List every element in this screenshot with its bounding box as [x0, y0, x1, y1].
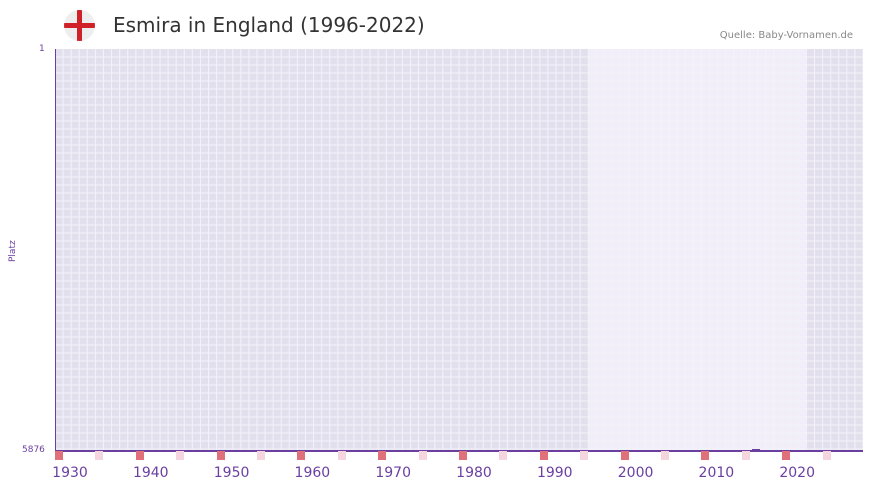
half-decade-marker [741, 451, 750, 460]
decade-marker [216, 451, 225, 460]
x-tick-label: 1940 [132, 465, 169, 481]
half-decade-marker [580, 451, 589, 460]
x-tick-label: 1960 [294, 465, 331, 481]
decade-marker [55, 451, 63, 460]
chart-header: Esmira in England (1996-2022) Quelle: Ba… [0, 0, 873, 48]
x-tick-label: 2020 [779, 465, 815, 481]
half-decade-marker [257, 451, 265, 460]
half-decade-marker [499, 451, 508, 460]
decade-marker [620, 451, 629, 460]
decade-marker [297, 451, 306, 460]
half-decade-marker [95, 451, 104, 460]
decade-marker [378, 451, 387, 460]
plot-area [55, 49, 863, 450]
x-tick-label: 2000 [617, 465, 654, 481]
decade-marker [701, 451, 710, 460]
data-line-segment [751, 449, 760, 451]
x-tick-label: 1950 [213, 465, 250, 481]
source-credit: Quelle: Baby-Vornamen.de [719, 30, 853, 41]
y-axis-line [55, 49, 56, 450]
y-axis-title: Platz [8, 240, 18, 262]
x-tick-label: 1980 [456, 465, 492, 481]
decade-marker [459, 451, 467, 460]
decade-marker [539, 451, 548, 460]
y-tick-bottom: 5876 [22, 445, 45, 455]
decade-marker [782, 451, 791, 460]
x-tick-label: 1970 [375, 465, 411, 481]
y-tick-top: 1 [39, 44, 45, 54]
half-decade-marker [418, 451, 427, 460]
england-flag-icon [64, 10, 95, 41]
half-decade-marker [176, 451, 185, 460]
x-tick-label: 1990 [536, 465, 573, 481]
x-tick-label: 1930 [52, 465, 88, 481]
decade-marker [135, 451, 144, 460]
grid-lines [55, 49, 863, 450]
half-decade-marker [822, 451, 831, 460]
x-tick-label: 2010 [698, 465, 735, 481]
half-decade-marker [337, 451, 346, 460]
chart-title: Esmira in England (1996-2022) [113, 13, 425, 37]
half-decade-marker [661, 451, 669, 460]
